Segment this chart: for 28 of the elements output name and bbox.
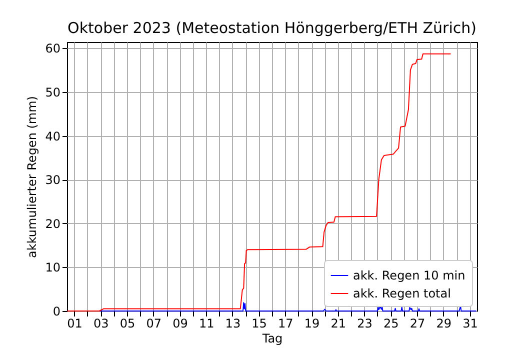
x-tick-label: 07 — [146, 316, 162, 330]
x-tick-label: 13 — [225, 316, 241, 330]
y-tick-label: 60 — [45, 42, 60, 56]
x-tick-label: 23 — [357, 316, 372, 330]
y-tick-label: 0 — [52, 304, 60, 318]
y-axis-title: akkumulierter Regen (mm) — [25, 96, 40, 258]
x-tick-label: 21 — [330, 316, 346, 330]
chart-title: Oktober 2023 (Meteostation Hönggerberg/ETH Zürich) — [68, 19, 476, 37]
y-tick-label: 10 — [45, 260, 60, 275]
x-tick-label: 27 — [410, 316, 426, 330]
x-tick-label: 31 — [462, 316, 478, 330]
y-tick-label: 50 — [45, 85, 60, 100]
x-tick-label: 29 — [436, 316, 452, 330]
x-tick-label: 15 — [252, 316, 267, 330]
x-tick-label: 25 — [384, 316, 399, 330]
x-tick-label: 05 — [120, 316, 136, 330]
x-tick-label: 09 — [172, 316, 188, 330]
x-tick-label: 03 — [93, 316, 109, 330]
y-tick-label: 20 — [45, 216, 60, 231]
x-tick-label: 11 — [198, 316, 214, 330]
legend-label: akk. Regen total — [353, 286, 451, 300]
x-tick-label: 17 — [278, 316, 294, 330]
y-tick-label: 40 — [45, 129, 60, 144]
y-tick-label: 30 — [45, 173, 60, 188]
legend-label: akk. Regen 10 min — [353, 268, 466, 282]
x-axis-title: Tag — [261, 332, 283, 346]
x-tick-label: 01 — [67, 316, 82, 330]
x-tick-label: 19 — [304, 316, 320, 330]
